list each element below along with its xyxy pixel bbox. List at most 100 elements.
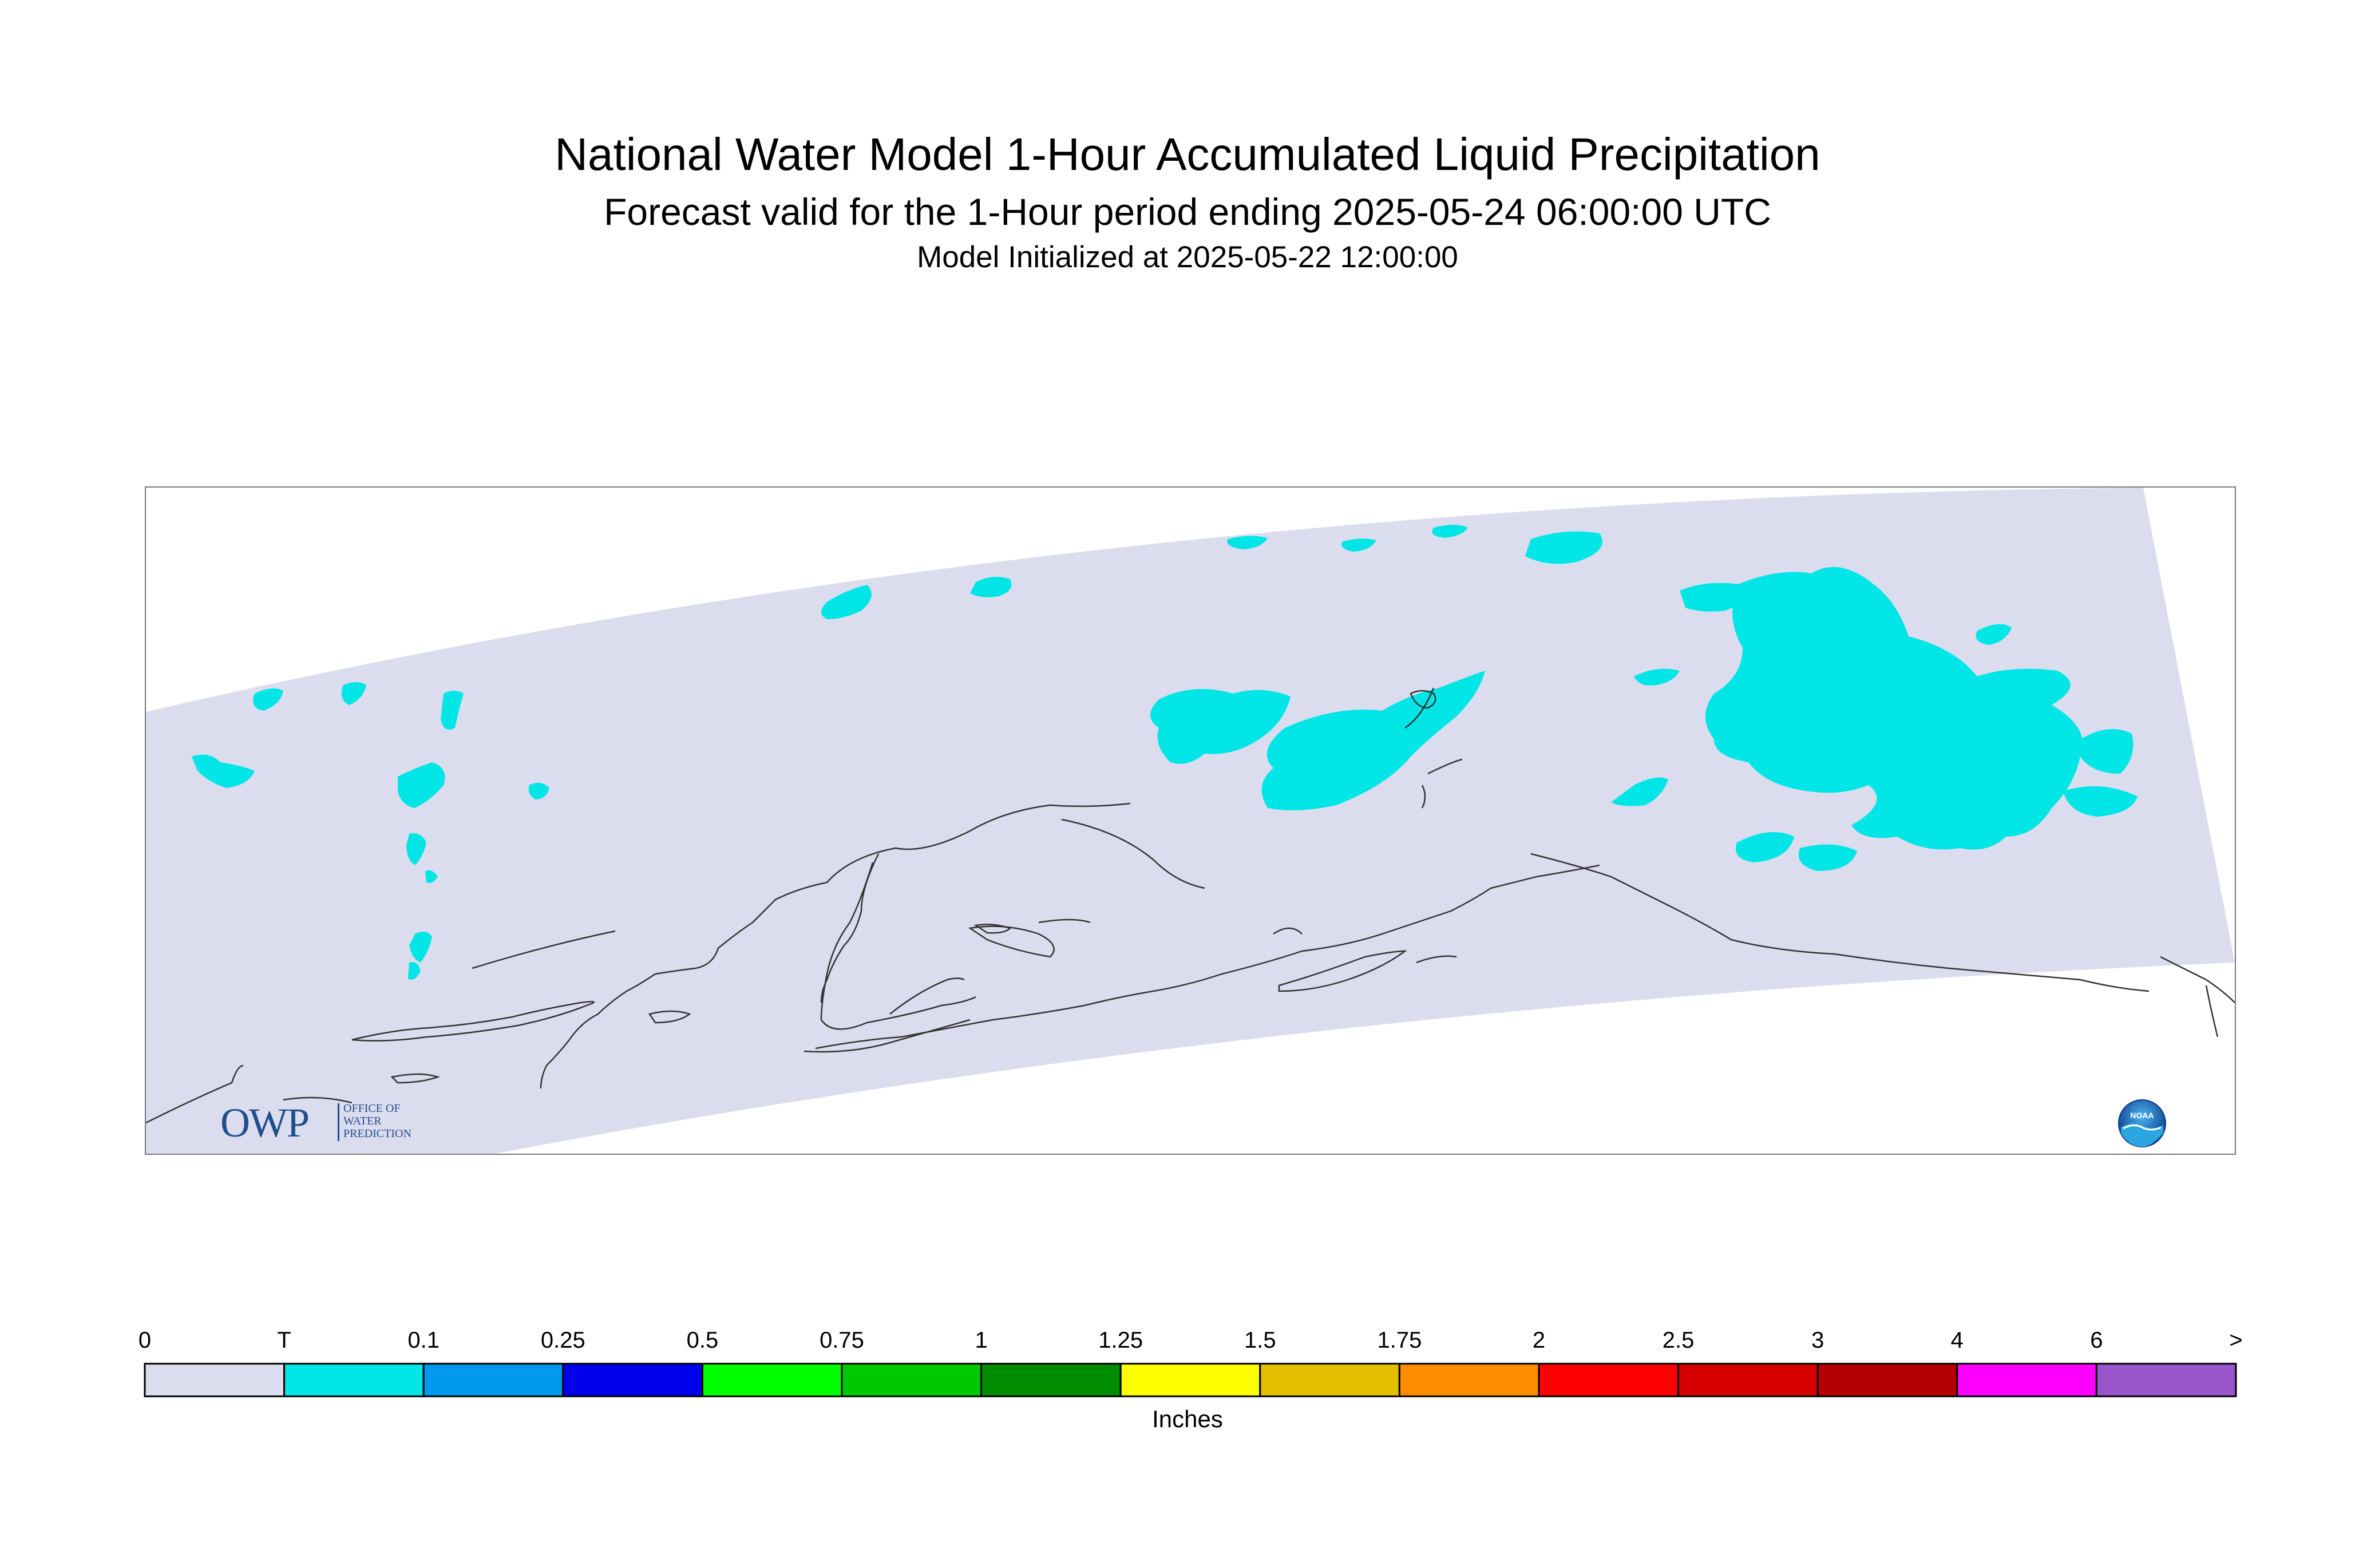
precip-area [425,870,438,884]
coastline-mainland [540,802,1131,1089]
coastline-cook-inlet [1061,818,1205,889]
precip-area [406,833,426,865]
precip-area [2080,729,2133,774]
lake-outline [973,924,1012,934]
precip-area [192,754,255,788]
coastline-far-east [2160,956,2235,1003]
colorbar-cell [1259,1363,1400,1397]
owp-logo-line1: OFFICE OF [343,1102,401,1115]
coastline-alaska-range [820,853,880,1003]
precip-area [970,577,1012,597]
precip-area [1227,536,1268,549]
coastline-island [968,925,1055,958]
precip-area [398,762,445,808]
coastline-island [648,1010,691,1024]
colorbar-cell [1677,1363,1819,1397]
colorbar-tick-label: 1 [975,1328,987,1353]
colorbar-cell [980,1363,1122,1397]
page-title: National Water Model 1-Hour Accumulated … [555,129,1820,180]
precip-area [1525,531,1602,564]
colorbar-cell [1119,1363,1261,1397]
trace-precipitation-areas [192,525,2138,980]
coastline-se [2205,985,2219,1038]
precip-area [1611,777,1668,806]
owp-logo-line3: PREDICTION [343,1127,411,1140]
colorbar-tick-label: 6 [2090,1328,2103,1353]
colorbar-cell [1956,1363,2097,1397]
precip-area [341,682,366,705]
colorbar-tick-label: 3 [1811,1328,1824,1353]
precip-area [1680,583,1744,612]
precip-area [441,691,464,730]
owp-logo-line2: WATER [343,1115,382,1127]
colorbar-cell [1816,1363,1958,1397]
colorbar-cell [422,1363,564,1397]
coastline-peninsula [803,1019,971,1053]
precip-area [409,932,432,963]
precip-area [1150,689,1291,764]
coastline-island [1421,785,1426,809]
colorbar-tick-label: 2 [1533,1328,1545,1353]
colorbar-cell [2095,1363,2237,1397]
coastline-south [815,864,1600,1050]
colorbar-cell [144,1363,286,1397]
coastline-island [1278,950,1407,992]
coastline-kenai [820,862,976,1030]
precip-area [1634,668,1680,686]
owp-logo-divider [338,1103,339,1141]
coastline-aleutian [472,930,616,969]
coastline-peninsula [889,977,965,1015]
coastline-island [1416,955,1457,964]
coastline-west [146,1064,244,1124]
colorbar-tick-label: 0.25 [541,1328,585,1353]
colorbar-cell [1398,1363,1540,1397]
coastline-island [1404,687,1435,729]
owp-logo-text: OFFICE OF WATER PREDICTION [343,1102,411,1140]
precip-area [528,783,549,799]
precip-area [1341,538,1376,552]
colorbar-cell [841,1363,983,1397]
page-subtitle: Forecast valid for the 1-Hour period end… [604,191,1771,233]
colorbar-tick-label: 2.5 [1662,1328,1695,1353]
model-init-line: Model Initialized at 2025-05-22 12:00:00 [917,240,1458,274]
coastline-island [390,1073,440,1084]
coastline-east [1530,853,2150,992]
legend-units-label: Inches [1152,1405,1223,1432]
colorbar-tick-labels: 0 T 0.1 0.25 0.5 0.75 1 1.25 1.5 1.75 2 2.5 3 4 6 > [138,1328,2243,1353]
colorbar-cells [144,1363,2237,1397]
colorbar-cell [701,1363,843,1397]
precipitation-map[interactable] [146,488,2235,1154]
precip-area [408,962,421,980]
colorbar-tick-label: > [2229,1328,2242,1353]
colorbar-cell [562,1363,703,1397]
precip-area [253,688,283,711]
precip-area [1799,844,1857,871]
coastline-island [1427,758,1463,775]
colorbar-tick-label: T [277,1328,291,1353]
colorbar-tick-label: 4 [1951,1328,1964,1353]
precip-area [1976,624,2012,645]
noaa-logo: NOAA [2118,1099,2166,1147]
precip-area [821,585,872,619]
noaa-logo-text: NOAA [2130,1111,2154,1120]
coastline-island [1038,918,1091,924]
model-domain [146,488,2235,1154]
colorbar-tick-label: 0.5 [687,1328,719,1353]
coastline-island [1410,690,1436,709]
owp-logo-letters: OWP [220,1100,310,1146]
colorbar-tick-label: 0 [138,1328,151,1353]
colorbar-cell [1538,1363,1680,1397]
map-panel[interactable]: OWP OFFICE OF WATER PREDICTION NOAA [145,486,2236,1155]
colorbar-tick-label: 1.25 [1098,1328,1143,1353]
coastlines [146,687,2235,1124]
colorbar-tick-label: 1.75 [1377,1328,1422,1353]
coastline-aleutian [351,1001,595,1042]
colorbar-tick-label: 1.5 [1244,1328,1276,1353]
precip-area [1432,525,1468,538]
owp-logo: OWP OFFICE OF WATER PREDICTION [220,1100,461,1146]
precip-area [1705,567,2083,850]
precip-area [1736,832,1794,862]
colorbar-tick-label: 0.75 [820,1328,864,1353]
precip-area [2063,786,2138,817]
colorbar-tick-label: 0.1 [407,1328,440,1353]
